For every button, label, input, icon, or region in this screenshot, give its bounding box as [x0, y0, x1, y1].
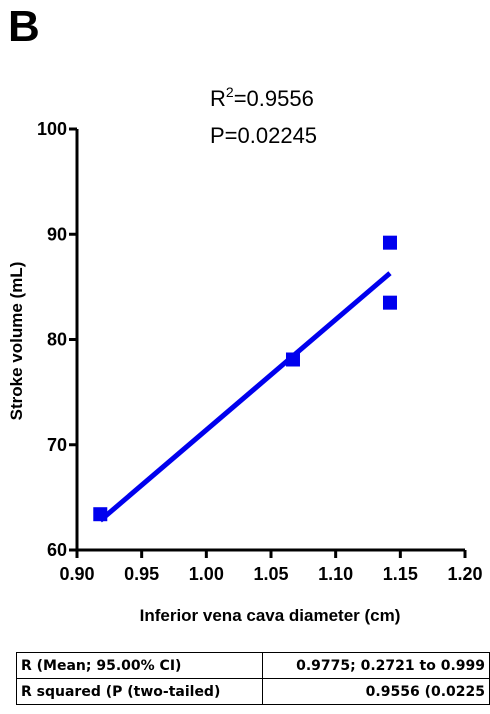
- y-tick-label: 80: [47, 330, 67, 350]
- x-axis-label: Inferior vena cava diameter (cm): [140, 606, 401, 625]
- r-squared-superscript: 2: [226, 84, 234, 100]
- x-tick-label: 1.00: [189, 564, 224, 584]
- table-row: R (Mean; 95.00% CI) 0.9775; 0.2721 to 0.…: [15, 652, 490, 679]
- r-squared-base: R: [210, 86, 226, 111]
- x-tick-label: 0.95: [124, 564, 159, 584]
- data-point: [93, 507, 108, 522]
- p-value-annotation: P=0.02245: [210, 123, 317, 148]
- table-cell-value: 0.9775; 0.2721 to 0.999: [262, 652, 490, 679]
- x-tick-label: 1.05: [253, 564, 288, 584]
- table-cell-label: R (Mean; 95.00% CI): [15, 652, 264, 679]
- data-point: [285, 352, 300, 367]
- axes: 60 70 80 90 100 0.90 0.95 1.00 1.05 1.10 1.15 1.20: [37, 119, 483, 584]
- x-tick-label: 1.10: [318, 564, 353, 584]
- table-cell-label: R squared (P (two-tailed): [15, 678, 264, 705]
- r-squared-value: =0.9556: [234, 86, 314, 111]
- y-tick-label: 90: [47, 224, 67, 244]
- y-tick-label: 60: [47, 540, 67, 560]
- x-tick-label: 1.20: [447, 564, 482, 584]
- x-tick-label: 1.15: [383, 564, 418, 584]
- y-axis-label: Stroke volume (mL): [7, 262, 26, 421]
- x-tick-label: 0.90: [59, 564, 94, 584]
- regression-line-group: [98, 271, 392, 523]
- data-point: [382, 295, 397, 310]
- table-cell-value: 0.9556 (0.0225: [262, 678, 490, 705]
- r-squared-annotation: R2=0.9556: [210, 84, 314, 111]
- y-tick-label: 70: [47, 435, 67, 455]
- scatter-chart: R2=0.9556 P=0.02245 60 70 80 90 100 0.90 0.95 1…: [7, 84, 483, 625]
- panel-label: B: [8, 2, 40, 51]
- stats-table: R (Mean; 95.00% CI) 0.9775; 0.2721 to 0.…: [15, 652, 490, 705]
- y-tick-label: 100: [37, 119, 67, 139]
- regression-line: [98, 271, 392, 523]
- table-row: R squared (P (two-tailed) 0.9556 (0.0225: [15, 678, 490, 705]
- stats-annotation: R2=0.9556 P=0.02245: [210, 84, 317, 148]
- data-point: [382, 235, 397, 250]
- data-points: [93, 235, 397, 522]
